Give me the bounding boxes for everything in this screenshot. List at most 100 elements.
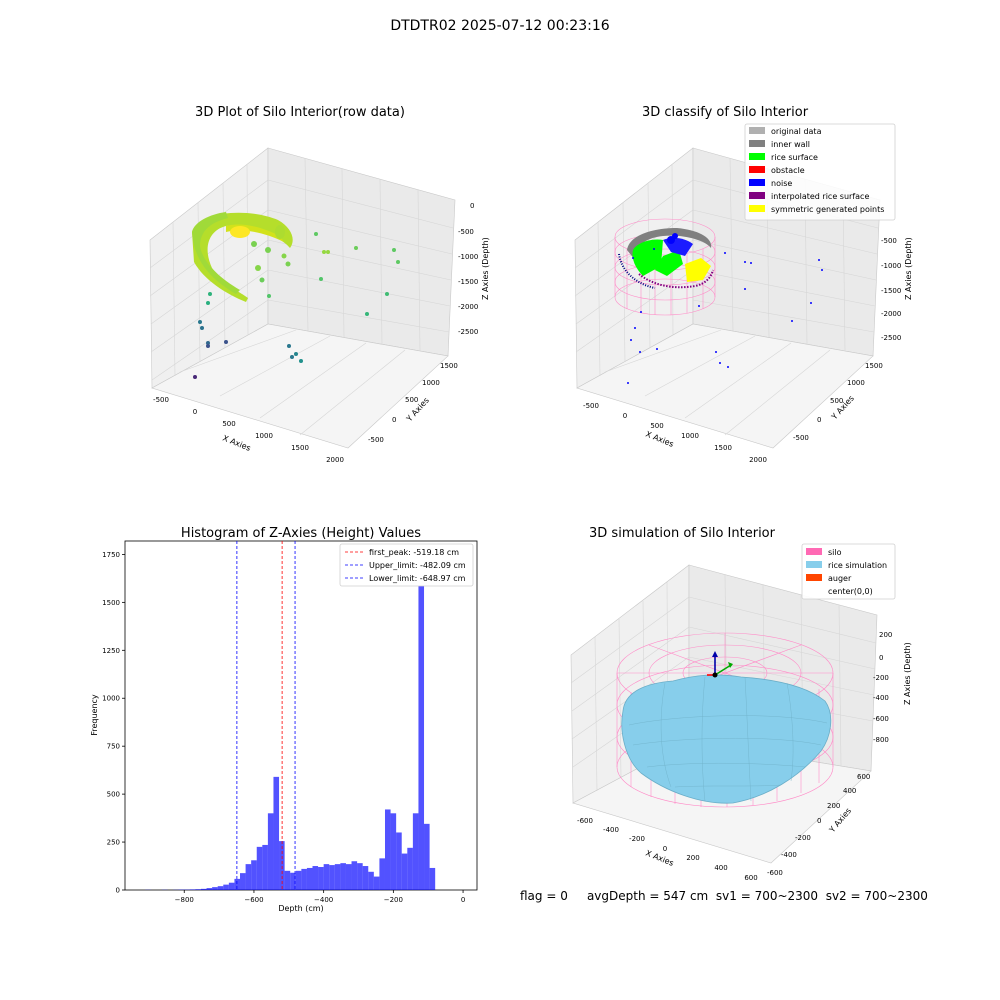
x-tick-labels: -600 -400 -200 0 200 400 600: [577, 817, 758, 882]
x-tick: −200: [384, 896, 403, 904]
y-tick: 400: [843, 787, 856, 795]
legend-swatch: [749, 192, 765, 199]
x-axis-label: X Axies: [644, 430, 675, 449]
x-tick: -500: [583, 402, 599, 410]
histogram-bar: [340, 863, 346, 890]
x-tick: -600: [577, 817, 593, 825]
histogram-bar: [362, 866, 369, 890]
x-tick: 2000: [326, 456, 344, 464]
legend-swatch: [806, 587, 822, 594]
y-tick: 1000: [102, 695, 120, 703]
legend-label: interpolated rice surface: [771, 192, 869, 201]
x-tick: -500: [153, 396, 169, 404]
y-tick-labels: -500 0 500 1000 1500: [793, 362, 883, 442]
classified-point-cloud: [618, 228, 823, 384]
z-tick-labels: 0 -500 -1000 -1500 -2000 -2500: [458, 202, 478, 336]
legend-label: symmetric generated points: [771, 205, 884, 214]
z-tick-labels: 200 0 -200 -400 -600 -800: [873, 631, 892, 744]
back-wall-right: [267, 147, 456, 357]
legend-label: inner wall: [771, 140, 810, 149]
floor: [576, 323, 874, 449]
legend-label: center(0,0): [828, 587, 873, 596]
histogram-bar: [384, 809, 391, 890]
histogram-bar: [212, 887, 218, 890]
histogram-bar: [200, 888, 207, 890]
legend-label: Upper_limit: -482.09 cm: [369, 561, 466, 570]
z-tick: -500: [881, 237, 897, 245]
legend: silo rice simulation auger center(0,0): [801, 543, 896, 600]
y-tick: 0: [392, 416, 396, 424]
x-tick: 1000: [681, 432, 699, 440]
x-tick: -200: [629, 835, 645, 843]
y-tick: -500: [793, 434, 809, 442]
panel-histogram: Histogram of Z-Axies (Height) Values −80…: [90, 526, 478, 913]
x-tick: −600: [244, 896, 263, 904]
y-tick: 250: [107, 839, 120, 847]
y-tick-labels: -600 -400 -200 0 200 400 600: [767, 773, 870, 877]
legend: first_peak: -519.18 cm Upper_limit: -482…: [339, 543, 474, 587]
histogram-bar: [234, 878, 241, 890]
legend-label: silo: [828, 548, 842, 557]
legend-swatch: [749, 153, 765, 160]
x-axis-label: Depth (cm): [278, 904, 323, 913]
z-tick: -2500: [458, 328, 478, 336]
flag-text: flag = 0: [520, 889, 568, 903]
raw-point-cloud: [192, 212, 400, 379]
legend-label: original data: [771, 127, 822, 136]
z-tick: -2000: [458, 303, 478, 311]
histogram-bar: [401, 853, 408, 890]
y-tick: 1500: [102, 599, 120, 607]
histogram-bar: [273, 776, 280, 890]
panel-title: 3D Plot of Silo Interior(row data): [195, 105, 405, 120]
histogram-bar: [279, 841, 285, 890]
y-axis-label: Y Axies: [827, 806, 853, 835]
z-tick: 0: [879, 654, 883, 662]
panel-classify-3d: 3D classify of Silo Interior: [574, 105, 913, 464]
z-axis-label: Z Axies (Depth): [904, 237, 913, 300]
histogram-bar: [424, 823, 430, 890]
panel-title: 3D classify of Silo Interior: [642, 105, 809, 120]
z-tick: -1500: [881, 287, 901, 295]
legend-swatch: [749, 166, 765, 173]
sv1-text: sv1 = 700~2300: [715, 889, 819, 903]
y-tick-labels: -500 0 500 1000 1500: [368, 362, 458, 444]
x-tick: 1000: [255, 432, 273, 440]
histogram-bar: [312, 866, 319, 890]
y-tick: -600: [767, 869, 783, 877]
z-tick: -200: [873, 674, 889, 682]
grid-lines: [149, 157, 454, 436]
x-tick: −800: [175, 896, 194, 904]
histogram-bar: [334, 864, 341, 890]
x-tick-labels: -500 0 500 1000 1500 2000: [153, 396, 344, 464]
histogram-bar: [407, 847, 413, 890]
z-tick: -400: [873, 694, 889, 702]
x-tick: 500: [650, 422, 663, 430]
histogram-bar: [195, 889, 201, 890]
x-axis-label: X Axies: [221, 434, 252, 453]
x-tick: 200: [686, 854, 699, 862]
histogram-bar: [206, 888, 213, 890]
histogram-bar: [396, 832, 402, 890]
histogram-bar: [290, 872, 296, 890]
legend-swatch: [749, 179, 765, 186]
legend: original data inner wall rice surface ob…: [744, 123, 896, 221]
y-tick: 500: [830, 397, 843, 405]
x-axis-label: X Axies: [644, 849, 675, 868]
y-tick: -200: [795, 834, 811, 842]
legend-label: noise: [771, 179, 792, 188]
legend-label: first_peak: -519.18 cm: [369, 548, 459, 557]
y-tick: 500: [107, 791, 120, 799]
histogram-bar: [368, 871, 374, 890]
legend-swatch: [749, 127, 765, 134]
legend-label: Lower_limit: -648.97 cm: [369, 574, 466, 583]
y-tick: 1500: [865, 362, 883, 370]
histogram-bar: [390, 813, 397, 890]
x-tick-labels: -500 0 500 1000 1500 2000: [583, 402, 767, 464]
histogram-bar: [223, 884, 229, 890]
histogram-bar: [245, 864, 252, 890]
y-tick: 600: [857, 773, 870, 781]
z-tick: 200: [879, 631, 892, 639]
legend-swatch: [806, 561, 822, 568]
x-tick: 0: [663, 845, 667, 853]
x-tick: 400: [714, 864, 727, 872]
